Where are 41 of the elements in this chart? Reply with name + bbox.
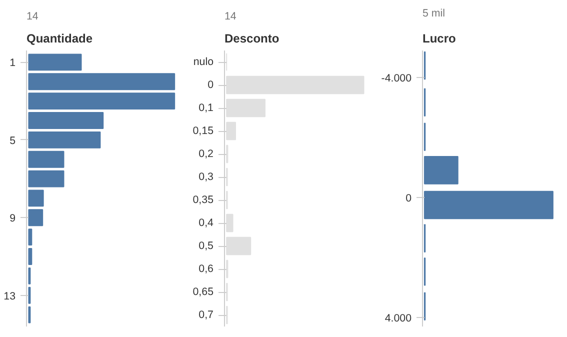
y-tick-label: 0,4: [198, 217, 214, 229]
bar: [28, 248, 32, 265]
bar: [28, 112, 104, 129]
bar: [28, 150, 64, 168]
chart-subtitle: 14: [26, 10, 38, 22]
y-tick-label: 0,15: [192, 125, 214, 137]
y-tick-label: 0,5: [198, 240, 214, 252]
bar: [226, 76, 364, 94]
bar: [28, 92, 176, 110]
y-tick-label: -4.000: [381, 72, 412, 84]
y-tick-label: 0,1: [198, 102, 214, 114]
bar: [28, 131, 101, 148]
y-tick-label: 4.000: [384, 312, 412, 324]
y-tick-label: 13: [4, 290, 16, 302]
y-tick-label: 9: [10, 212, 16, 225]
y-tick-label: 0,2: [198, 148, 214, 160]
y-tick-label: 0,7: [198, 309, 214, 321]
bar: [28, 228, 32, 246]
bar: [28, 73, 176, 90]
y-tick-label: 1: [10, 57, 16, 70]
y-tick-label: 0,65: [192, 286, 214, 298]
bar: [28, 190, 44, 207]
y-tick-label: 0,3: [198, 171, 214, 183]
chart-title: Quantidade: [26, 32, 93, 46]
y-tick-label: nulo: [193, 56, 214, 68]
bar: [226, 214, 234, 232]
y-tick-label: 5: [10, 134, 16, 147]
y-tick-label: 0: [208, 79, 214, 91]
bar: [28, 54, 82, 71]
bar: [226, 236, 252, 256]
y-tick-label: 0,35: [192, 194, 214, 206]
chart-title: Desconto: [224, 32, 280, 46]
bar: [226, 122, 236, 140]
bar: [226, 98, 266, 118]
chart-subtitle: 5 mil: [422, 8, 445, 20]
y-tick-label: 0,6: [198, 263, 214, 275]
chart-title: Lucro: [422, 32, 456, 46]
chart-subtitle: 14: [224, 10, 236, 22]
bar: [28, 209, 44, 226]
bar: [28, 170, 64, 188]
y-tick-label: 0: [406, 192, 412, 204]
